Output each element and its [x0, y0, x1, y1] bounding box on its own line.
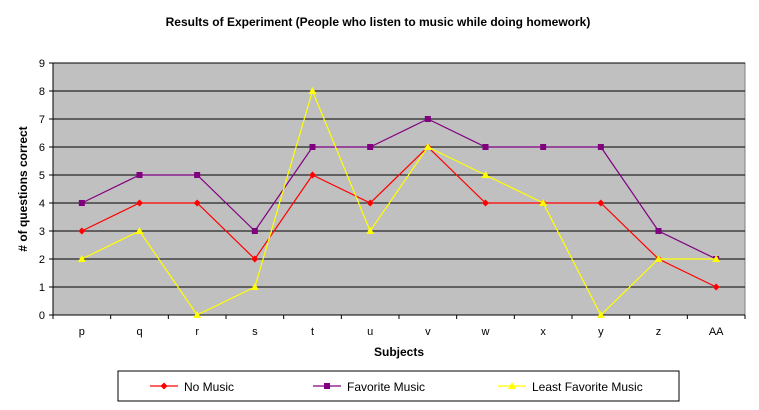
x-tick-label: y	[598, 326, 604, 338]
data-point	[423, 143, 432, 150]
data-point	[539, 199, 548, 206]
legend-label: No Music	[184, 380, 234, 394]
data-point	[251, 255, 259, 263]
legend-marker	[160, 382, 168, 390]
y-tick-label: 4	[39, 198, 45, 210]
data-point	[135, 227, 144, 234]
data-point	[366, 227, 375, 234]
y-tick-label: 8	[39, 86, 45, 98]
legend-label: Favorite Music	[347, 380, 425, 394]
legend-label: Least Favorite Music	[532, 380, 643, 394]
data-point	[193, 311, 202, 318]
y-tick-label: 1	[39, 282, 45, 294]
data-point	[481, 171, 490, 178]
legend-marker	[324, 383, 330, 389]
y-tick-label: 3	[39, 226, 45, 238]
series-line	[81, 89, 717, 316]
data-point	[251, 228, 258, 234]
y-tick-labels: 0 1 2 3 4 5 6 7 8 9	[39, 58, 45, 322]
x-tick-label: t	[311, 326, 314, 338]
series-2	[77, 87, 721, 318]
data-point	[655, 228, 662, 234]
series-0	[78, 143, 720, 291]
x-tick-label: w	[481, 326, 490, 338]
x-tick-label: v	[425, 326, 431, 338]
data-point	[250, 283, 259, 290]
data-point	[194, 172, 201, 178]
data-point	[136, 172, 143, 178]
legend-item: Least Favorite Music	[498, 380, 643, 394]
x-tick-label: u	[367, 326, 373, 338]
series-1	[78, 116, 720, 262]
y-axis-label: # of questions correct	[16, 126, 30, 251]
y-tick-label: 7	[39, 114, 45, 126]
y-tick-label: 5	[39, 170, 45, 182]
data-point	[597, 144, 604, 150]
series-line	[81, 118, 717, 260]
x-tick-label: s	[252, 326, 258, 338]
legend-item: No Music	[150, 380, 234, 394]
data-point	[78, 227, 86, 235]
y-tick-label: 6	[39, 142, 45, 154]
x-tick-label: AA	[709, 326, 724, 338]
x-tick-label: q	[136, 326, 142, 338]
y-tick-label: 2	[39, 254, 45, 266]
x-tick-label: r	[195, 326, 199, 338]
data-point	[366, 199, 374, 207]
y-tick-label: 0	[39, 310, 45, 322]
series-lines	[77, 87, 721, 318]
data-point	[482, 199, 489, 207]
data-point	[309, 144, 316, 150]
data-point	[712, 255, 721, 262]
chart-title: Results of Experiment (People who listen…	[166, 15, 591, 29]
data-point	[309, 171, 316, 179]
x-tick-label: z	[656, 326, 662, 338]
legend-item: Favorite Music	[313, 380, 425, 394]
legend: No Music Favorite Music Least Favorite Mus…	[117, 370, 680, 402]
data-point	[712, 283, 720, 291]
data-point	[193, 199, 201, 207]
data-point	[482, 144, 489, 150]
x-tick-label: x	[540, 326, 546, 338]
data-point	[308, 87, 317, 94]
data-point	[596, 311, 605, 318]
data-point	[77, 255, 86, 262]
axes	[49, 62, 746, 319]
data-point	[540, 144, 547, 150]
y-tick-label: 9	[39, 58, 45, 70]
data-point	[597, 199, 605, 207]
x-axis-label: Subjects	[374, 345, 424, 359]
x-tick-labels: p q r s t u v w x y z AA	[79, 326, 724, 338]
series-line	[81, 146, 717, 288]
data-point	[367, 144, 374, 150]
data-point	[424, 116, 431, 122]
legend-box	[117, 370, 680, 402]
data-point	[136, 199, 143, 207]
x-tick-label: p	[79, 326, 85, 338]
data-point	[78, 200, 85, 206]
data-point	[654, 255, 663, 262]
legend-marker	[508, 382, 516, 389]
